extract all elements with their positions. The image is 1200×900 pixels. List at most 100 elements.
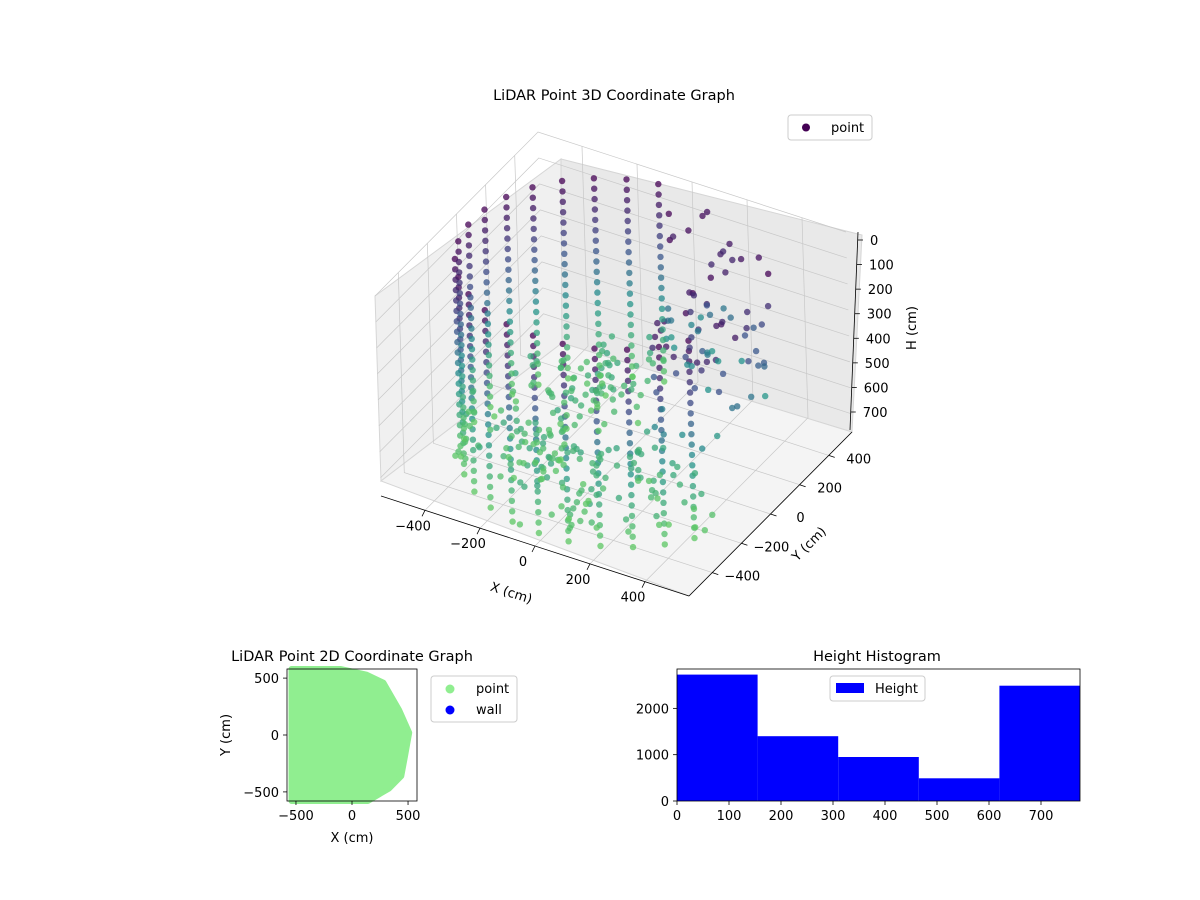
point-3d (568, 521, 575, 529)
point-3d (650, 477, 657, 484)
point-3d (583, 358, 590, 366)
point-3d (560, 371, 567, 379)
point-3d (507, 466, 515, 473)
point-3d (549, 409, 557, 416)
point-3d (565, 538, 572, 545)
point-3d (726, 240, 733, 248)
point-3d (593, 418, 600, 425)
point-3d (468, 346, 476, 353)
point-3d (719, 318, 726, 326)
point-3d (690, 505, 698, 513)
y-tick-3d (741, 542, 748, 546)
point-3d (625, 528, 632, 535)
point-3d (624, 207, 631, 214)
point-3d (750, 324, 757, 331)
point-3d (506, 318, 514, 325)
point-3d (624, 356, 631, 364)
point-3d (658, 295, 665, 302)
point-3d (650, 373, 658, 381)
grid-line-x (424, 146, 589, 511)
point-3d (660, 368, 668, 375)
point-3d (634, 419, 642, 427)
point-3d (560, 229, 567, 237)
point-3d (584, 372, 592, 379)
point-3d (560, 219, 567, 226)
histogram-bar (757, 736, 839, 801)
point-3d (657, 243, 664, 250)
point-3d (471, 488, 478, 495)
point-3d (484, 310, 491, 317)
x-tick-label-2d: 0 (348, 809, 356, 824)
z-axis-label-3d: H (cm) (905, 306, 920, 350)
point-3d (456, 279, 463, 286)
point-3d (656, 222, 663, 229)
point-3d (516, 521, 524, 528)
point-3d (633, 403, 640, 410)
point-3d (613, 445, 620, 452)
point-3d (482, 258, 490, 265)
point-3d (467, 314, 475, 322)
point-3d (532, 459, 539, 466)
point-3d (660, 431, 667, 438)
point-3d (484, 320, 492, 328)
point-3d (597, 450, 605, 458)
point-3d (629, 373, 636, 380)
point-3d (635, 466, 642, 474)
point-3d (703, 302, 711, 309)
point-3d (508, 391, 516, 398)
x-axis-label-2d: X (cm) (331, 831, 374, 846)
point-3d (660, 510, 667, 517)
point-3d (748, 393, 755, 400)
point-3d (595, 480, 602, 487)
point-3d (469, 356, 476, 363)
point-3d (533, 329, 540, 336)
legend-2d-label-wall: wall (476, 703, 502, 718)
point-3d (557, 456, 565, 463)
point-3d (647, 494, 655, 501)
x-tick-label-histogram: 200 (769, 809, 794, 824)
point-3d (545, 426, 553, 434)
point-3d (481, 227, 489, 234)
point-3d (646, 349, 654, 357)
point-3d (703, 358, 711, 366)
point-3d (708, 348, 716, 355)
point-3d (592, 376, 599, 383)
point-3d (698, 367, 705, 374)
point-3d (628, 491, 635, 499)
point-3d (761, 363, 768, 370)
point-3d (562, 389, 570, 396)
point-3d (532, 298, 540, 305)
point-3d (670, 471, 677, 479)
point-3d (699, 347, 706, 355)
point-3d (455, 248, 462, 255)
z-tick-label-3d: 400 (866, 332, 891, 347)
point-3d (560, 382, 568, 389)
point-3d (690, 514, 697, 521)
point-3d (491, 413, 498, 420)
point-3d (604, 359, 612, 367)
point-3d (570, 375, 577, 382)
point-3d (527, 353, 534, 360)
point-3d (594, 310, 602, 317)
y-tick-label-histogram: 1000 (636, 749, 669, 764)
point-3d (649, 344, 656, 351)
point-3d (558, 503, 565, 510)
x-tick-label-3d: 400 (621, 591, 646, 606)
point-3d (591, 195, 598, 203)
point-3d (591, 345, 598, 352)
point-3d (466, 283, 474, 291)
point-3d (573, 499, 581, 506)
z-tick-label-3d: 100 (869, 259, 894, 274)
point-3d (651, 333, 659, 341)
point-3d (484, 410, 492, 418)
point-3d (595, 427, 602, 434)
point-3d (508, 432, 515, 440)
point-3d (664, 305, 672, 312)
point-3d (625, 248, 632, 256)
point-3d (466, 422, 473, 430)
point-3d (507, 349, 515, 357)
point-3d (686, 379, 693, 386)
point-3d (592, 247, 600, 255)
point-3d (596, 532, 604, 539)
point-3d (597, 456, 604, 463)
